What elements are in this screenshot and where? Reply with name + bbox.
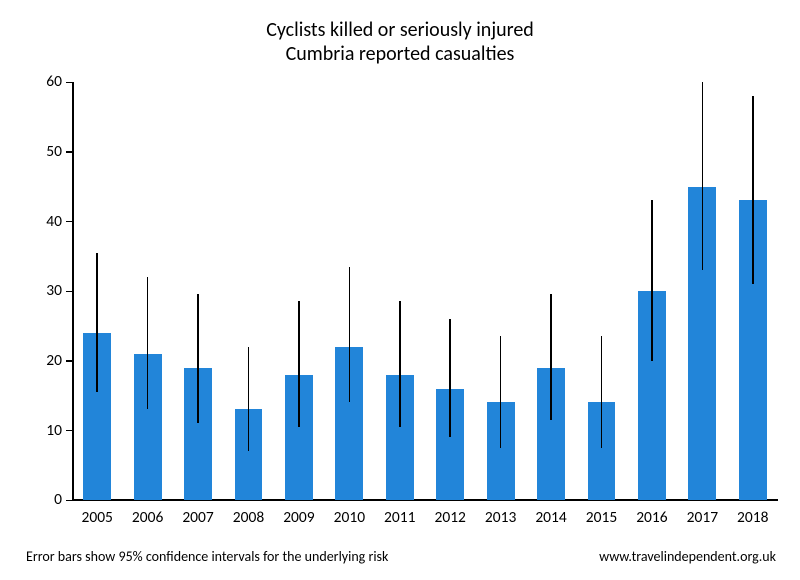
error-bar: [96, 253, 98, 392]
error-bar: [752, 96, 754, 284]
y-tick-label: 60: [22, 72, 62, 91]
x-tick-label: 2017: [677, 508, 727, 527]
chart-container: Cyclists killed or seriously injuredCumb…: [0, 0, 800, 580]
x-tick-label: 2008: [223, 508, 273, 527]
error-bar: [651, 200, 653, 360]
error-bar: [550, 294, 552, 419]
error-bar: [601, 336, 603, 447]
error-bar: [500, 336, 502, 447]
chart-title-line2: Cumbria reported casualties: [0, 42, 800, 66]
error-bar: [349, 267, 351, 403]
error-bar: [449, 319, 451, 437]
y-tick: [66, 360, 72, 362]
x-tick-label: 2007: [173, 508, 223, 527]
y-tick: [66, 430, 72, 432]
x-tick-label: 2011: [375, 508, 425, 527]
x-tick-label: 2006: [122, 508, 172, 527]
y-tick: [66, 291, 72, 293]
y-axis: [72, 82, 74, 500]
y-tick: [66, 500, 72, 502]
x-tick-label: 2014: [526, 508, 576, 527]
footnote-left: Error bars show 95% confidence intervals…: [26, 548, 388, 565]
y-tick-label: 10: [22, 421, 62, 440]
x-tick-label: 2005: [72, 508, 122, 527]
error-bar: [147, 277, 149, 409]
error-bar: [197, 294, 199, 423]
y-tick-label: 30: [22, 281, 62, 300]
x-tick-label: 2009: [274, 508, 324, 527]
chart-title: Cyclists killed or seriously injuredCumb…: [0, 18, 800, 66]
error-bar: [248, 347, 250, 452]
x-tick-label: 2013: [475, 508, 525, 527]
x-tick-label: 2010: [324, 508, 374, 527]
x-axis: [72, 499, 778, 501]
plot-area: 0102030405060200520062007200820092010201…: [72, 82, 778, 500]
y-tick: [66, 82, 72, 84]
y-tick-label: 50: [22, 142, 62, 161]
y-tick-label: 40: [22, 212, 62, 231]
y-tick: [66, 221, 72, 223]
y-tick-label: 20: [22, 351, 62, 370]
error-bar: [399, 301, 401, 426]
y-tick-label: 0: [22, 490, 62, 509]
footnote-right: www.travelindependent.org.uk: [599, 548, 776, 565]
error-bar: [702, 82, 704, 270]
x-tick-label: 2015: [576, 508, 626, 527]
x-tick-label: 2016: [627, 508, 677, 527]
chart-title-line1: Cyclists killed or seriously injured: [0, 18, 800, 42]
x-tick-label: 2012: [425, 508, 475, 527]
error-bar: [298, 301, 300, 426]
x-tick-label: 2018: [728, 508, 778, 527]
y-tick: [66, 151, 72, 153]
